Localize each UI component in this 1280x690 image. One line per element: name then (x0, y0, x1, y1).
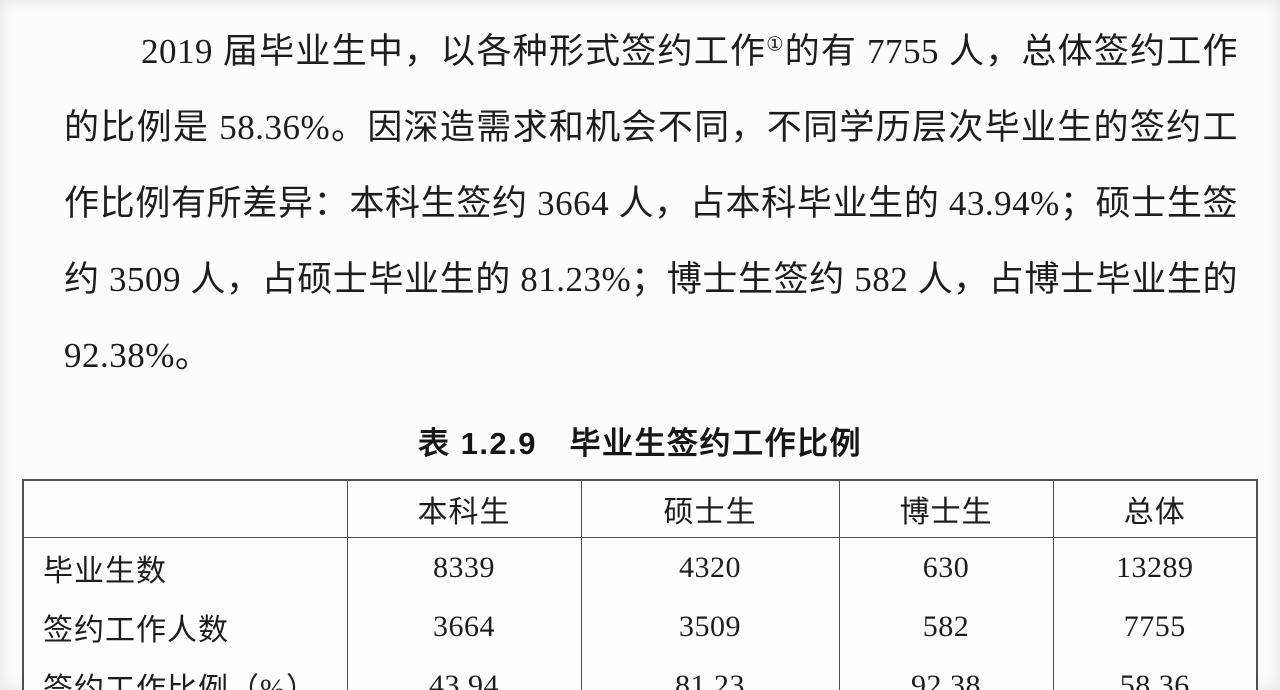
table-caption: 表 1.2.9 毕业生签约工作比例 (417, 426, 863, 461)
column-header-empty (22, 479, 348, 538)
table-cell: 630 (838, 537, 1054, 597)
table-cell: 8339 (346, 537, 582, 597)
row-label: 毕业生数 (22, 537, 348, 597)
body-paragraph: 2019 届毕业生中，以各种形式签约工作①的有 7755 人，总体签约工作的比例… (64, 32, 1238, 375)
table-cell: 81.23 (580, 656, 840, 690)
table-row-signed-rate: 签约工作比例（%） 43.94 81.23 92.38 58.36 (22, 656, 1258, 690)
paragraph-text-part1: 2019 届毕业生中，以各种形式签约工作 (141, 32, 767, 71)
table-cell: 92.38 (838, 656, 1054, 690)
row-label: 签约工作人数 (22, 597, 348, 656)
table-cell: 3664 (346, 597, 582, 656)
table-cell: 582 (838, 597, 1054, 656)
table-row-graduate-count: 毕业生数 8339 4320 630 13289 (22, 537, 1258, 597)
table-cell: 7755 (1052, 597, 1258, 656)
table-cell: 43.94 (346, 656, 582, 690)
column-header-master: 硕士生 (580, 479, 840, 538)
table-cell: 58.36 (1052, 656, 1258, 690)
table-cell: 13289 (1052, 537, 1258, 597)
row-label: 签约工作比例（%） (22, 656, 348, 690)
column-header-undergraduate: 本科生 (346, 479, 582, 538)
graduate-signing-table: 本科生 硕士生 博士生 总体 毕业生数 8339 4320 630 13289 … (22, 479, 1258, 690)
footnote-marker: ① (766, 34, 785, 56)
table-header-row: 本科生 硕士生 博士生 总体 (22, 479, 1258, 538)
table-cell: 3509 (580, 597, 840, 656)
column-header-doctoral: 博士生 (838, 479, 1054, 538)
column-header-overall: 总体 (1052, 479, 1258, 538)
table-row-signed-count: 签约工作人数 3664 3509 582 7755 (22, 597, 1258, 656)
paragraph-text-part2: 的有 7755 人，总体签约工作的比例是 58.36%。因深造需求和机会不同，不… (64, 32, 1238, 375)
table-cell: 4320 (580, 537, 840, 597)
